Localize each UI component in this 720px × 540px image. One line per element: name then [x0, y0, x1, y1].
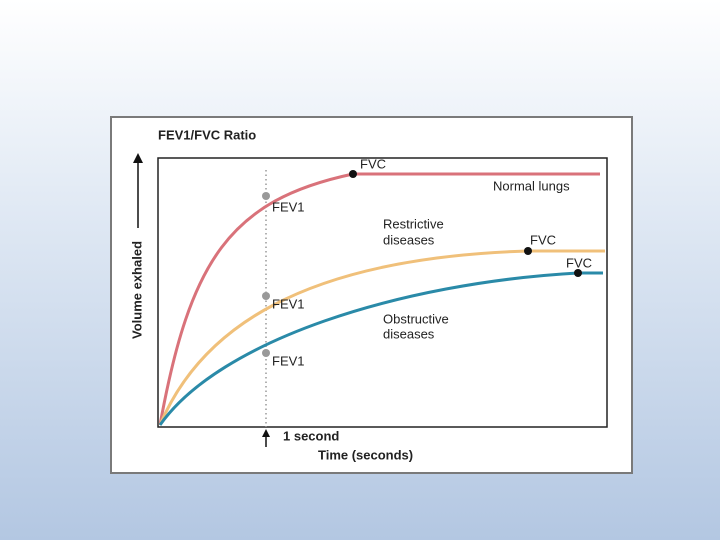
fev1-point — [262, 349, 270, 357]
time-arrowhead — [262, 429, 270, 437]
curve-label: Restrictive — [383, 216, 444, 231]
plot-frame — [157, 157, 608, 428]
curve-label: diseases — [383, 326, 435, 341]
fvc-point — [574, 269, 582, 277]
y-arrowhead — [133, 153, 143, 163]
fvc-label: FVC — [530, 232, 556, 247]
time-marker-label: 1 second — [283, 428, 339, 443]
fev1-label: FEV1 — [272, 353, 305, 368]
fev1-point — [262, 292, 270, 300]
curve-label: diseases — [383, 232, 435, 247]
normal-curve — [158, 172, 600, 426]
obstructive-curve — [158, 271, 603, 426]
fvc-label: FVC — [566, 255, 592, 270]
figure-frame — [110, 116, 633, 474]
fev1-label: FEV1 — [272, 199, 305, 214]
curve-label: Normal lungs — [493, 178, 570, 193]
figure-title: FEV1/FVC Ratio — [158, 127, 256, 142]
curve-label: Obstructive — [383, 311, 449, 326]
fev1-label: FEV1 — [272, 296, 305, 311]
fvc-point — [349, 170, 357, 178]
y-axis-label: Volume exhaled — [129, 241, 144, 339]
restrictive-curve — [158, 249, 605, 426]
x-axis-label: Time (seconds) — [318, 447, 413, 462]
fvc-point — [524, 247, 532, 255]
fvc-label: FVC — [360, 156, 386, 171]
fev1-point — [262, 192, 270, 200]
